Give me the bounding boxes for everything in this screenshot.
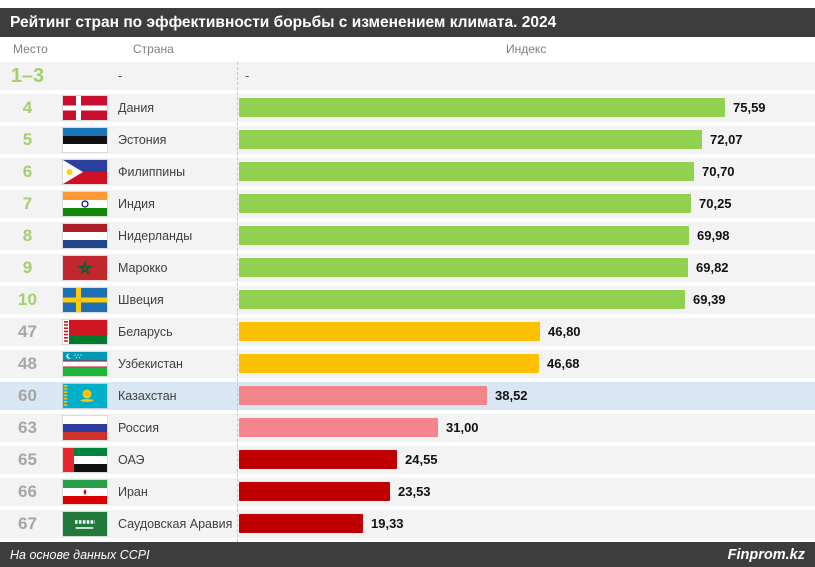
table-row: 1–3 - - xyxy=(0,62,815,90)
index-bar xyxy=(239,194,691,213)
index-value: 23,53 xyxy=(398,484,431,499)
rank-cell: 66 xyxy=(18,482,37,501)
table-row: 8 Нидерланды 69,98 xyxy=(0,222,815,250)
column-header-index: Индекс xyxy=(506,42,547,56)
table-row: 5 Эстония 72,07 xyxy=(0,126,815,154)
index-bar xyxy=(239,482,390,501)
country-name: Эстония xyxy=(118,133,167,147)
index-value: 69,98 xyxy=(697,228,730,243)
flag-russia-icon xyxy=(63,416,107,440)
index-bar xyxy=(239,514,363,533)
flag-india-icon xyxy=(63,192,107,216)
country-name: Казахстан xyxy=(118,389,177,403)
index-bar xyxy=(239,226,689,245)
rank-cell: 10 xyxy=(18,290,37,309)
rank-cell: 48 xyxy=(18,354,37,373)
index-bar xyxy=(239,386,487,405)
rank-cell: 47 xyxy=(18,322,37,341)
index-value: 72,07 xyxy=(710,132,743,147)
index-bar xyxy=(239,450,397,469)
index-value: 38,52 xyxy=(495,388,528,403)
country-name: Саудовская Аравия xyxy=(118,517,233,531)
footer-bar: На основе данных CCPI Finprom.kz xyxy=(0,542,815,567)
flag-kazakhstan-icon xyxy=(63,384,107,408)
table-row: 65 ОАЭ 24,55 xyxy=(0,446,815,474)
flag-denmark-icon xyxy=(63,96,107,120)
index-bar xyxy=(239,418,438,437)
table-row: 67 Саудовская Аравия 19,33 xyxy=(0,510,815,538)
index-bar xyxy=(239,162,694,181)
index-bar xyxy=(239,130,702,149)
index-value: 70,25 xyxy=(699,196,732,211)
index-bar xyxy=(239,258,688,277)
rank-cell: 60 xyxy=(18,386,37,405)
flag-belarus-icon xyxy=(63,320,107,344)
index-bar xyxy=(239,98,725,117)
data-source-note: На основе данных CCPI xyxy=(10,547,150,562)
flag-iran-icon xyxy=(63,480,107,504)
country-name: Узбекистан xyxy=(118,357,183,371)
rank-cell: 6 xyxy=(22,162,33,181)
rank-cell: 65 xyxy=(18,450,37,469)
flag-uae-icon xyxy=(63,448,107,472)
index-value: 46,68 xyxy=(547,356,580,371)
country-name: Дания xyxy=(118,101,155,115)
index-value: 19,33 xyxy=(371,516,404,531)
column-header-rank: Место xyxy=(13,42,48,56)
rank-cell: 67 xyxy=(18,514,37,533)
table-row: 48 Узбекистан 46,68 xyxy=(0,350,815,378)
flag-estonia-icon xyxy=(63,128,107,152)
table-row: 66 Иран 23,53 xyxy=(0,478,815,506)
rank-cell: 8 xyxy=(22,226,33,245)
index-value: 31,00 xyxy=(446,420,479,435)
table-row: 60 Казахстан 38,52 xyxy=(0,382,815,410)
table-row: 10 Швеция 69,39 xyxy=(0,286,815,314)
index-value: 24,55 xyxy=(405,452,438,467)
column-header-country: Страна xyxy=(133,42,174,56)
index-value: 69,39 xyxy=(693,292,726,307)
table-row: 6 Филиппины 70,70 xyxy=(0,158,815,186)
country-name: Швеция xyxy=(118,293,164,307)
flag-morocco-icon xyxy=(63,256,107,280)
rank-cell: 1–3 xyxy=(10,65,45,87)
table-row: 4 Дания 75,59 xyxy=(0,94,815,122)
rank-cell: 7 xyxy=(22,194,33,213)
country-name: Иран xyxy=(118,485,148,499)
country-name: Россия xyxy=(118,421,159,435)
country-name: Марокко xyxy=(118,261,168,275)
bar-baseline-dotted-line xyxy=(237,62,238,542)
table-row: 9 Марокко 69,82 xyxy=(0,254,815,282)
country-name: ОАЭ xyxy=(118,453,145,467)
flag-philippines-icon xyxy=(63,160,107,184)
index-value: - xyxy=(245,68,250,83)
country-name: Беларусь xyxy=(118,325,173,339)
country-name: Индия xyxy=(118,197,155,211)
table-row: 63 Россия 31,00 xyxy=(0,414,815,442)
rank-cell: 63 xyxy=(18,418,37,437)
index-value: 46,80 xyxy=(548,324,581,339)
flag-saudi_arabia-icon xyxy=(63,512,107,536)
index-value: 75,59 xyxy=(733,100,766,115)
rank-cell: 9 xyxy=(22,258,33,277)
chart-title-bar: Рейтинг стран по эффективности борьбы с … xyxy=(0,8,815,37)
index-bar xyxy=(239,354,539,373)
flag-netherlands-icon xyxy=(63,224,107,248)
index-value: 70,70 xyxy=(702,164,735,179)
index-bar xyxy=(239,290,685,309)
rank-cell: 5 xyxy=(22,130,33,149)
table-row: 47 Беларусь 46,80 xyxy=(0,318,815,346)
brand-logo-text: Finprom.kz xyxy=(727,546,805,563)
index-value: 69,82 xyxy=(696,260,729,275)
country-name: Нидерланды xyxy=(118,229,193,243)
table-row: 7 Индия 70,25 xyxy=(0,190,815,218)
page-title: Рейтинг стран по эффективности борьбы с … xyxy=(10,13,557,31)
rank-cell: 4 xyxy=(22,98,33,117)
flag-uzbekistan-icon xyxy=(63,352,107,376)
index-bar xyxy=(239,322,540,341)
country-name: Филиппины xyxy=(118,165,186,179)
column-headers: Место Страна Индекс xyxy=(0,37,815,62)
country-name: - xyxy=(118,69,123,83)
flag-sweden-icon xyxy=(63,288,107,312)
